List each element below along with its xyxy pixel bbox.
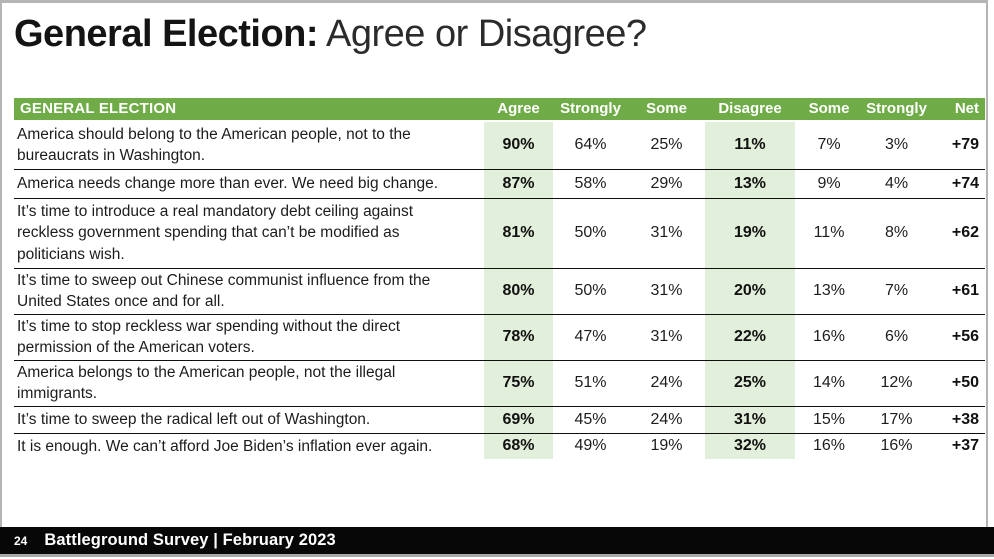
statement-cell: America should belong to the American pe… [17, 125, 411, 165]
cell-disagree: 32% [705, 433, 795, 459]
column-header-agree: Agree [497, 100, 540, 117]
cell-agree-some: 31% [650, 282, 683, 299]
statement-cell: It is enough. We can’t afford Joe Biden’… [17, 437, 433, 455]
cell-disagree: 19% [705, 198, 795, 268]
cell-net: +56 [951, 328, 979, 345]
cell-agree-strongly: 45% [574, 410, 607, 428]
cell-agree: 75% [484, 360, 553, 406]
cell-agree: 69% [484, 406, 553, 433]
cell-disagree-some: 16% [812, 437, 846, 455]
cell-agree: 80% [484, 268, 553, 314]
table-row: America should belong to the American pe… [14, 121, 985, 169]
survey-table: GENERAL ELECTION Agree Strongly Some Dis… [14, 98, 985, 459]
cell-agree-strongly: 51% [574, 374, 607, 391]
cell-agree: 90% [484, 121, 553, 169]
cell-agree-strongly: 47% [574, 328, 607, 345]
cell-agree-some: 31% [650, 328, 683, 345]
cell-agree-strongly: 50% [574, 282, 607, 299]
cell-disagree-some: 13% [812, 282, 846, 299]
statement-cell: America needs change more than ever. We … [17, 174, 439, 192]
cell-disagree: 25% [705, 360, 795, 406]
statement-cell: America belongs to the American people, … [17, 363, 396, 403]
statement-cell: It’s time to introduce a real mandatory … [17, 202, 414, 263]
cell-agree: 68% [484, 433, 553, 459]
footer-bar: 24 Battleground Survey | February 2023 [0, 527, 994, 554]
cell-agree-strongly: 49% [574, 437, 607, 455]
cell-disagree-some: 16% [812, 328, 846, 345]
cell-disagree-strongly: 16% [880, 437, 913, 455]
column-header-disagree: Disagree [718, 100, 782, 117]
cell-disagree-some: 15% [812, 410, 846, 428]
cell-disagree-some: 7% [817, 136, 841, 154]
cell-agree-some: 24% [650, 374, 683, 391]
cell-disagree-strongly: 6% [884, 328, 909, 345]
column-header-disagree-some: Some [808, 100, 850, 117]
cell-disagree-strongly: 4% [884, 174, 909, 192]
table-row: America belongs to the American people, … [14, 360, 985, 406]
cell-disagree-strongly: 3% [884, 136, 909, 154]
cell-disagree: 11% [705, 121, 795, 169]
cell-agree-some: 31% [650, 224, 683, 241]
cell-disagree: 13% [705, 169, 795, 198]
statement-cell: It’s time to sweep out Chinese communist… [17, 271, 431, 311]
cell-disagree: 31% [705, 406, 795, 433]
table-row: It’s time to introduce a real mandatory … [14, 198, 985, 268]
title-secondary: Agree or Disagree? [318, 13, 647, 55]
cell-disagree-some: 9% [817, 174, 841, 192]
cell-agree-some: 29% [650, 174, 683, 192]
cell-agree: 78% [484, 314, 553, 360]
cell-disagree-some: 11% [813, 224, 845, 241]
cell-net: +74 [951, 174, 979, 192]
column-header-net: Net [954, 100, 979, 117]
cell-agree: 81% [484, 198, 553, 268]
cell-disagree-some: 14% [812, 374, 846, 391]
table-row: It’s time to stop reckless war spending … [14, 314, 985, 360]
cell-net: +62 [951, 224, 979, 241]
statement-cell: It’s time to stop reckless war spending … [17, 317, 401, 357]
cell-agree-strongly: 64% [574, 136, 607, 154]
footer-label: Battleground Survey | February 2023 [44, 531, 336, 549]
cell-agree: 87% [484, 169, 553, 198]
cell-agree-some: 19% [650, 437, 683, 455]
cell-net: +50 [951, 374, 979, 391]
cell-disagree: 22% [705, 314, 795, 360]
cell-net: +61 [951, 282, 979, 299]
cell-net: +79 [951, 136, 979, 154]
column-header-agree-strongly: Strongly [560, 100, 621, 117]
cell-disagree-strongly: 12% [880, 374, 913, 391]
cell-disagree: 20% [705, 268, 795, 314]
statement-cell: It’s time to sweep the radical left out … [17, 410, 371, 428]
cell-agree-some: 24% [650, 410, 683, 428]
column-header-disagree-strongly: Strongly [866, 100, 927, 117]
table-row: It’s time to sweep the radical left out … [14, 406, 985, 433]
table-row: America needs change more than ever. We … [14, 169, 985, 198]
cell-net: +37 [951, 437, 979, 455]
cell-agree-strongly: 58% [574, 174, 607, 192]
cell-disagree-strongly: 17% [880, 410, 913, 428]
cell-disagree-strongly: 7% [884, 282, 909, 299]
table-row: It’s time to sweep out Chinese communist… [14, 268, 985, 314]
page-number: 24 [14, 533, 28, 548]
column-header-agree-some: Some [646, 100, 687, 117]
page-title: General Election: Agree or Disagree? [14, 11, 647, 57]
table-header-row: GENERAL ELECTION Agree Strongly Some Dis… [14, 98, 985, 121]
table-row: It is enough. We can’t afford Joe Biden’… [14, 433, 985, 459]
bottom-edge [0, 554, 994, 557]
cell-agree-some: 25% [650, 136, 683, 154]
title-primary: General Election: [14, 13, 319, 55]
cell-disagree-strongly: 8% [884, 224, 909, 241]
table-header-title: GENERAL ELECTION [20, 100, 177, 117]
cell-net: +38 [951, 410, 979, 428]
cell-agree-strongly: 50% [574, 224, 607, 241]
